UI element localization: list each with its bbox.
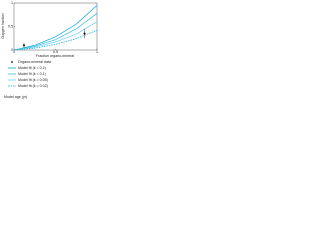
legend-label: Model fit (k = 0.02) [18, 84, 48, 88]
legend-label: Model fit (k = 0.2) [18, 66, 46, 70]
x-axis-label: Fraction organo-mineral [36, 54, 74, 58]
legend-label: Organo-mineral data [18, 60, 51, 64]
y-tick-label: 0 [11, 48, 13, 52]
x-tick-label: 0 [13, 50, 15, 54]
chart: Oxygen fraction Fraction organo-mineral … [1, 1, 98, 99]
series-line [13, 13, 98, 51]
y-tick-label: 1 [11, 1, 13, 5]
series-line [13, 29, 98, 51]
note: Model age (yr) [4, 95, 27, 99]
y-tick-label: 0.5 [8, 24, 13, 28]
legend-marker [11, 60, 13, 64]
series-line [13, 5, 98, 51]
legend-label: Model fit (k = 0.1) [18, 72, 46, 76]
x-tick-label: 1 [96, 50, 98, 54]
x-tick-label: 0.5 [53, 50, 58, 54]
page: {"chart_data": {"type": "line", "ylabel"… [0, 0, 100, 103]
data-point [83, 32, 86, 35]
y-axis-label: Oxygen fraction [1, 13, 5, 38]
series-line [13, 21, 98, 51]
data-point [22, 43, 26, 47]
legend-label: Model fit (k = 0.05) [18, 78, 48, 82]
plot-frame [13, 2, 98, 51]
